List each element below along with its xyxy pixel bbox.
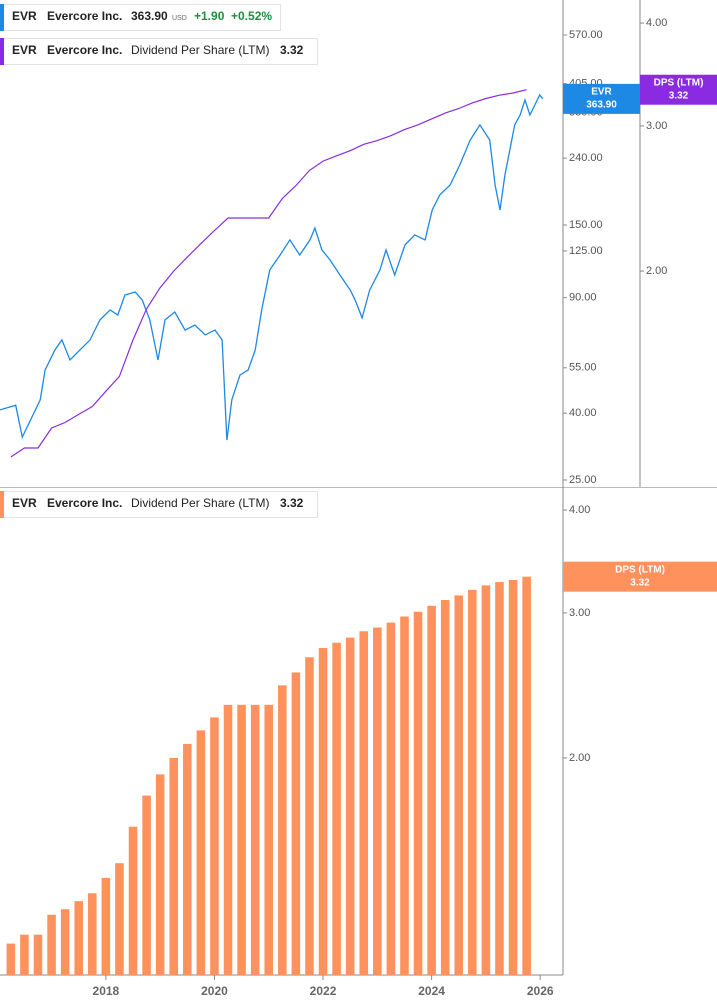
bar	[495, 582, 504, 975]
series-line	[10, 89, 527, 458]
bar	[155, 774, 165, 975]
price-tag	[563, 83, 640, 114]
tag-value: 3.32	[630, 577, 650, 588]
legend-price: 363.90	[131, 9, 168, 23]
bar	[47, 914, 56, 975]
bar	[305, 657, 314, 975]
legend-swatch	[0, 4, 4, 31]
bar	[318, 647, 328, 975]
bar	[522, 576, 531, 975]
bar	[386, 622, 396, 975]
bar	[6, 943, 16, 975]
legend-change-pct: +0.52%	[231, 9, 272, 23]
bar	[291, 672, 301, 975]
legend-company: Evercore Inc.	[47, 9, 122, 23]
bar	[33, 934, 43, 975]
legend: EVR Evercore Inc. Dividend Per Share (LT…	[0, 491, 318, 518]
x-tick-label: 2022	[310, 984, 337, 998]
x-tick-label: 2024	[418, 984, 445, 998]
bar	[332, 642, 341, 975]
y-tick-label: 2.00	[646, 265, 667, 277]
y-tick-label: 55.00	[569, 362, 597, 374]
bar	[481, 585, 491, 975]
legend-ticker: EVR	[12, 43, 37, 57]
tag-label: DPS (LTM)	[654, 77, 704, 88]
y-tick-label: 4.00	[646, 17, 667, 29]
price-tag	[563, 561, 717, 592]
bar	[278, 685, 287, 975]
legend-ticker: EVR	[12, 496, 37, 510]
bar	[468, 589, 477, 975]
bar	[454, 595, 464, 975]
y-tick-label: 3.00	[569, 607, 590, 619]
x-tick-label: 2020	[201, 984, 228, 998]
bar	[413, 611, 423, 975]
bar	[101, 877, 111, 975]
bar	[196, 730, 206, 975]
tag-value: 3.32	[669, 90, 689, 101]
bar	[373, 627, 382, 975]
bar	[115, 863, 124, 975]
bar	[74, 901, 83, 975]
legend: EVR Evercore Inc. 363.90 USD +1.90 +0.52…	[0, 4, 281, 31]
x-tick-label: 2018	[93, 984, 120, 998]
legend-value: 3.32	[280, 496, 304, 510]
legend-ticker: EVR	[12, 9, 37, 23]
legend-metric: Dividend Per Share (LTM)	[131, 496, 270, 510]
bar	[400, 616, 409, 975]
bar	[345, 637, 355, 975]
legend-metric: Dividend Per Share (LTM)	[131, 43, 270, 57]
series-line	[0, 93, 544, 441]
y-tick-label: 25.00	[569, 474, 597, 486]
bar	[60, 909, 70, 975]
bar	[250, 704, 260, 975]
x-tick-label: 2026	[527, 984, 554, 998]
legend-company: Evercore Inc.	[47, 43, 122, 57]
bar	[128, 826, 138, 975]
legend-value: 3.32	[280, 43, 304, 57]
y-tick-label: 3.00	[646, 120, 667, 132]
y-tick-label: 240.00	[569, 152, 603, 164]
bar	[440, 600, 450, 975]
bar	[508, 579, 518, 975]
bar	[210, 717, 219, 975]
legend-box	[0, 38, 318, 65]
y-tick-label: 4.00	[569, 504, 590, 516]
bar	[183, 743, 192, 975]
y-tick-label: 125.00	[569, 245, 603, 257]
y-tick-label: 570.00	[569, 29, 603, 41]
y-tick-label: 90.00	[569, 292, 597, 304]
bar	[237, 704, 246, 975]
bar	[223, 704, 233, 975]
bar	[142, 795, 151, 975]
bar	[20, 934, 29, 975]
legend-change: +1.90	[194, 9, 225, 23]
bar	[169, 757, 179, 975]
legend-swatch	[0, 491, 4, 518]
tag-value: 363.90	[586, 100, 617, 111]
legend-company: Evercore Inc.	[47, 496, 122, 510]
price-tag	[640, 74, 717, 105]
tag-label: DPS (LTM)	[615, 564, 665, 575]
bar	[359, 631, 369, 975]
y-tick-label: 2.00	[569, 752, 590, 764]
bar	[427, 605, 436, 975]
y-tick-label: 40.00	[569, 407, 597, 419]
legend: EVR Evercore Inc. Dividend Per Share (LT…	[0, 38, 318, 65]
tag-label: EVR	[591, 87, 612, 98]
bar	[88, 893, 97, 975]
y-tick-label: 150.00	[569, 219, 603, 231]
legend-box	[0, 491, 318, 518]
legend-swatch	[0, 38, 4, 65]
bar	[264, 704, 274, 975]
legend-currency: USD	[172, 15, 187, 22]
